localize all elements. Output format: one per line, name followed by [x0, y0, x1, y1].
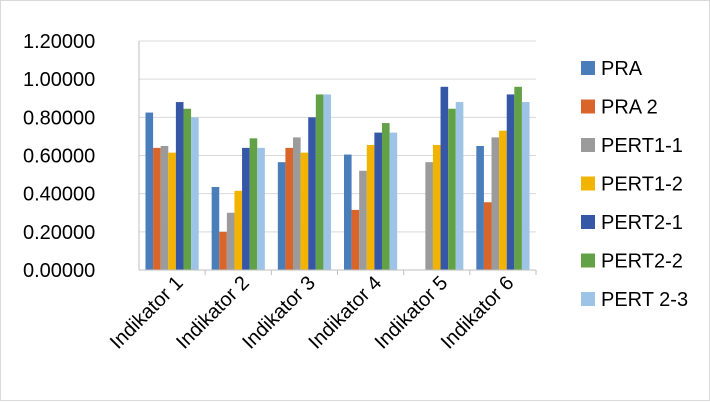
bar [389, 132, 398, 270]
legend-label: PERT1-1 [601, 135, 683, 157]
legend-label: PERT2-1 [601, 212, 683, 234]
bar [285, 147, 294, 270]
y-tick-label: 0.80000 [23, 107, 95, 129]
bar [343, 154, 352, 270]
bar [293, 137, 301, 270]
bar [308, 117, 316, 270]
gridlines [139, 40, 536, 271]
bar [351, 209, 360, 270]
bar [153, 147, 161, 270]
bar [483, 202, 492, 270]
bar [242, 147, 250, 270]
bar [211, 186, 220, 270]
bar [455, 102, 464, 270]
bar [323, 94, 332, 270]
legend-swatch [581, 253, 595, 268]
y-tick-label: 0.60000 [23, 146, 95, 168]
y-tick-label: 1.20000 [23, 31, 95, 53]
bar [448, 108, 456, 270]
legend-swatch [581, 61, 595, 75]
y-tick-label: 0.40000 [23, 184, 95, 206]
legend-label: PRA 2 [601, 97, 658, 119]
legend-swatch [581, 292, 595, 306]
bar [191, 117, 199, 270]
bar [175, 102, 184, 270]
bar [499, 130, 507, 270]
bars [145, 86, 530, 270]
bar [506, 94, 515, 270]
bar [432, 145, 441, 270]
bar [359, 170, 367, 270]
legend-swatch [581, 215, 595, 229]
bar [300, 152, 309, 270]
legend-label: PERT2-2 [601, 251, 683, 273]
bar [183, 108, 192, 270]
bar [514, 86, 522, 270]
y-tick-label: 0.00000 [23, 260, 95, 282]
legend-swatch [581, 176, 595, 191]
legend-swatch [581, 138, 595, 152]
legend-label: PERT 2-3 [601, 289, 688, 311]
bar [160, 145, 169, 270]
bar [219, 231, 227, 270]
bar [374, 132, 382, 270]
bar [366, 145, 375, 270]
y-tick-labels: 0.00000 0.20000 0.40000 0.60000 0.80000 1.000… [23, 31, 95, 282]
legend-swatch [581, 99, 595, 114]
bar [521, 102, 530, 270]
bar [425, 162, 433, 270]
bar [476, 145, 484, 270]
legend-label: PERT1-2 [601, 174, 683, 196]
bar [249, 138, 258, 270]
bar [440, 86, 449, 270]
bar [277, 162, 286, 270]
axes [138, 41, 537, 275]
bar [234, 190, 243, 270]
bar [491, 137, 500, 270]
bar [145, 112, 154, 270]
legend-label: PRA [601, 58, 643, 80]
x-tick-label: Indikator 6 [437, 272, 519, 354]
bar [226, 212, 235, 270]
bar [257, 147, 265, 270]
bar [315, 94, 324, 270]
legend: PRA PRA 2 PERT1-1 PERT1-2 PERT2-1 PERT2-2 PERT… [581, 58, 688, 311]
bar [168, 152, 176, 270]
y-tick-label: 0.20000 [23, 222, 95, 244]
y-tick-label: 1.00000 [23, 69, 95, 91]
bar [381, 123, 390, 270]
